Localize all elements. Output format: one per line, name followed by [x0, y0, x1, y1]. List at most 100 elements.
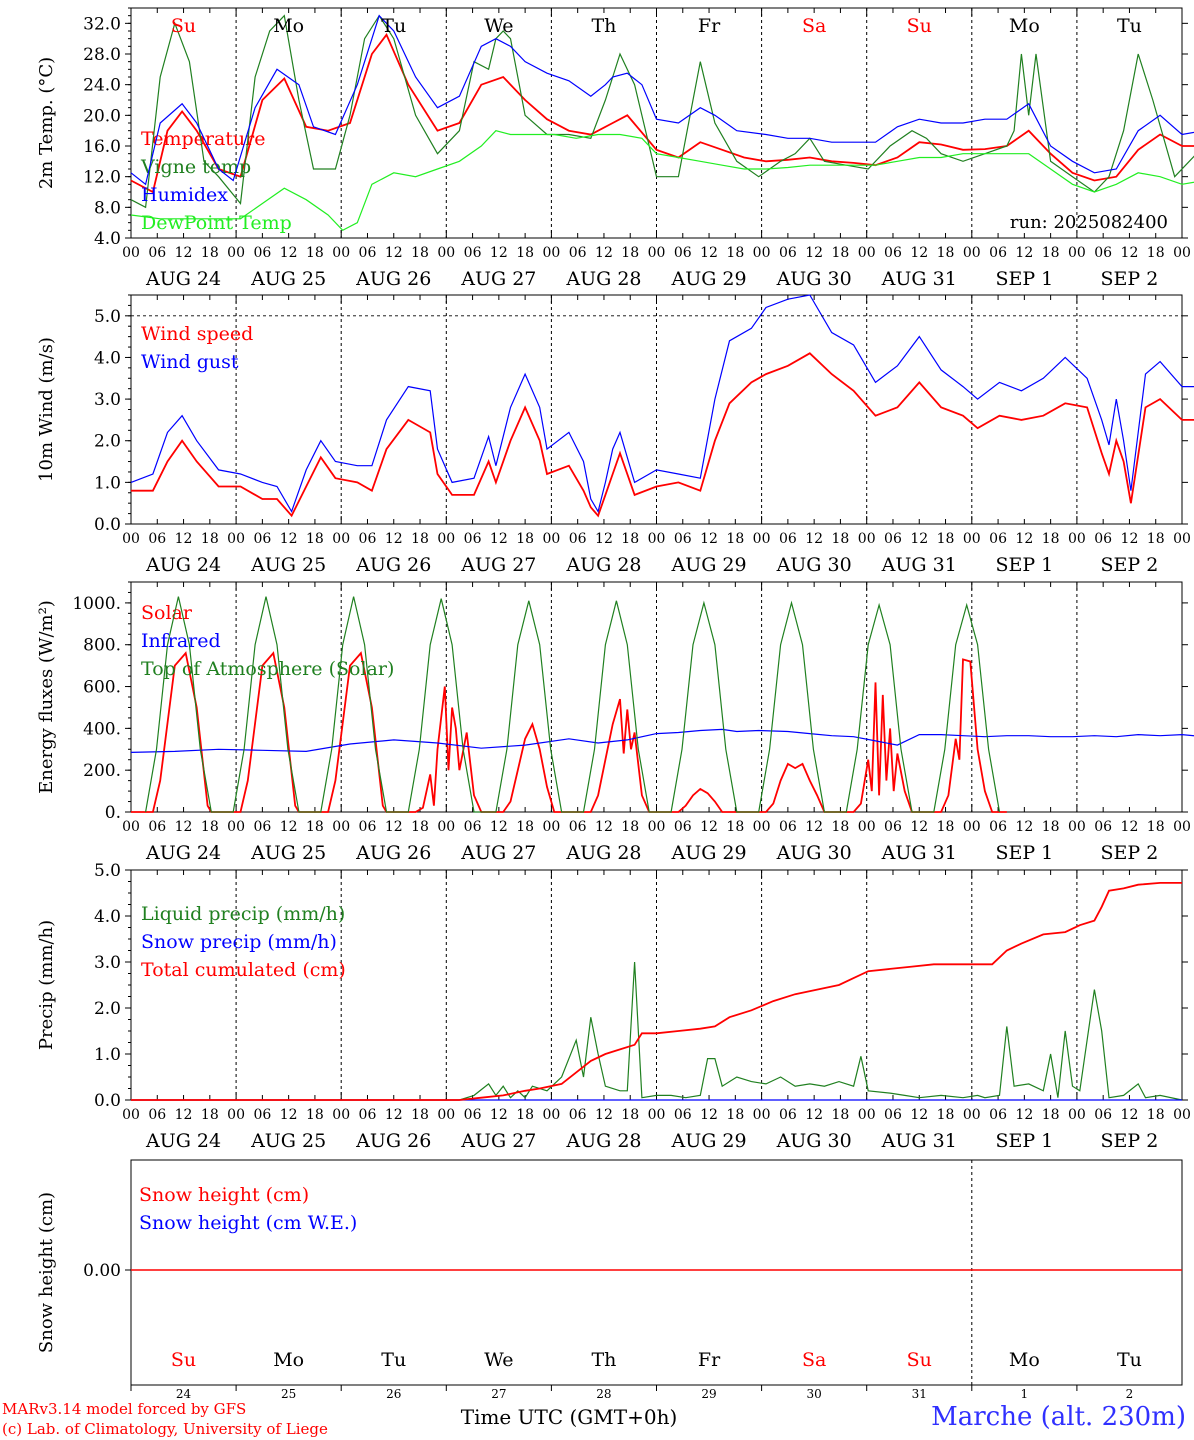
hour-label: 00 — [542, 1107, 560, 1123]
hour-label: 00 — [227, 531, 245, 547]
y-tick-label: 600. — [83, 678, 121, 698]
hour-label: 18 — [937, 245, 955, 261]
weekday-label: Su — [171, 1349, 196, 1371]
weekday-label: We — [484, 15, 513, 37]
hour-label: 06 — [884, 819, 902, 835]
hour-label: 00 — [1173, 819, 1191, 835]
hour-label: 06 — [1094, 245, 1112, 261]
weekday-label: Fr — [698, 1349, 721, 1371]
date-label: SEP 2 — [1101, 268, 1159, 290]
hour-label: 06 — [148, 1107, 166, 1123]
hour-label: 12 — [1121, 531, 1139, 547]
series-line — [130, 14, 1194, 186]
lab-credit: (c) Lab. of Climatology, University of L… — [2, 1420, 328, 1438]
weekday-label: Th — [591, 15, 616, 37]
y-tick-label: 0.0 — [94, 1091, 121, 1111]
hour-label: 12 — [805, 531, 823, 547]
hour-label: 00 — [542, 819, 560, 835]
hour-label: 18 — [621, 245, 639, 261]
hour-label: 12 — [910, 819, 928, 835]
day-number: 28 — [596, 1387, 611, 1401]
hour-label: 12 — [595, 1107, 613, 1123]
date-label: AUG 26 — [355, 842, 431, 864]
hour-label: 18 — [937, 1107, 955, 1123]
hour-label: 00 — [332, 531, 350, 547]
date-label: AUG 27 — [460, 842, 536, 864]
hour-label: 06 — [779, 819, 797, 835]
hour-label: 06 — [1094, 819, 1112, 835]
hour-label: 18 — [621, 531, 639, 547]
hour-label: 12 — [385, 819, 403, 835]
y-tick-label: 1.0 — [94, 1045, 121, 1065]
hour-label: 00 — [753, 1107, 771, 1123]
weekday-label: Su — [907, 1349, 932, 1371]
hour-label: 00 — [332, 1107, 350, 1123]
weekday-label: Fr — [698, 15, 721, 37]
hour-label: 12 — [385, 245, 403, 261]
hour-label: 18 — [621, 819, 639, 835]
date-label: AUG 28 — [565, 842, 641, 864]
hour-label: 06 — [253, 531, 271, 547]
hour-label: 18 — [1042, 245, 1060, 261]
hour-label: 18 — [937, 819, 955, 835]
y-tick-label: 28.0 — [83, 45, 121, 65]
legend-entry: Humidex — [141, 184, 228, 206]
date-label: AUG 30 — [776, 268, 852, 290]
legend-entry: Snow height (cm W.E.) — [139, 1212, 357, 1234]
hour-label: 12 — [280, 245, 298, 261]
hour-label: 06 — [464, 819, 482, 835]
hour-label: 18 — [832, 819, 850, 835]
y-tick-label: 4.0 — [94, 348, 121, 368]
y-tick-label: 400. — [83, 719, 121, 739]
hour-label: 06 — [569, 245, 587, 261]
hour-label: 18 — [726, 245, 744, 261]
hour-label: 06 — [779, 531, 797, 547]
hour-label: 18 — [1042, 1107, 1060, 1123]
hour-label: 18 — [201, 819, 219, 835]
weekday-label: We — [484, 1349, 513, 1371]
hour-label: 12 — [385, 531, 403, 547]
hour-label: 18 — [201, 245, 219, 261]
hour-label: 18 — [516, 531, 534, 547]
hour-label: 06 — [779, 1107, 797, 1123]
hour-label: 06 — [884, 245, 902, 261]
hour-label: 18 — [1042, 819, 1060, 835]
series-line — [130, 33, 1194, 194]
hour-label: 18 — [306, 245, 324, 261]
y-tick-label: 5.0 — [94, 861, 121, 881]
hour-label: 12 — [490, 819, 508, 835]
hour-label: 18 — [411, 1107, 429, 1123]
hour-label: 06 — [359, 531, 377, 547]
day-number: 26 — [386, 1387, 401, 1401]
hour-label: 12 — [175, 531, 193, 547]
hour-label: 06 — [569, 1107, 587, 1123]
hour-label: 18 — [726, 819, 744, 835]
hour-label: 12 — [385, 1107, 403, 1123]
hour-label: 00 — [1068, 819, 1086, 835]
hour-label: 18 — [306, 1107, 324, 1123]
date-label: AUG 25 — [250, 842, 326, 864]
model-credit: MARv3.14 model forced by GFS — [2, 1400, 247, 1418]
hour-label: 00 — [648, 819, 666, 835]
legend-entry: Liquid precip (mm/h) — [141, 903, 345, 925]
hour-label: 00 — [963, 531, 981, 547]
hour-label: 00 — [858, 819, 876, 835]
hour-label: 00 — [437, 531, 455, 547]
hour-label: 18 — [411, 531, 429, 547]
hour-label: 00 — [437, 819, 455, 835]
legend-entry: Total cumulated (cm) — [141, 959, 346, 981]
hour-label: 00 — [963, 1107, 981, 1123]
y-tick-label: 12.0 — [83, 168, 121, 188]
legend-entry: Wind speed — [141, 323, 253, 345]
hour-label: 06 — [989, 1107, 1007, 1123]
hour-label: 06 — [253, 245, 271, 261]
hour-label: 12 — [1015, 531, 1033, 547]
date-label: AUG 24 — [145, 842, 221, 864]
weekday-label: Tu — [381, 1349, 406, 1371]
date-label: AUG 30 — [776, 1130, 852, 1152]
hour-label: 18 — [411, 245, 429, 261]
hour-label: 12 — [595, 819, 613, 835]
y-tick-label: 24.0 — [83, 76, 121, 96]
day-number: 25 — [281, 1387, 296, 1401]
hour-label: 00 — [753, 245, 771, 261]
